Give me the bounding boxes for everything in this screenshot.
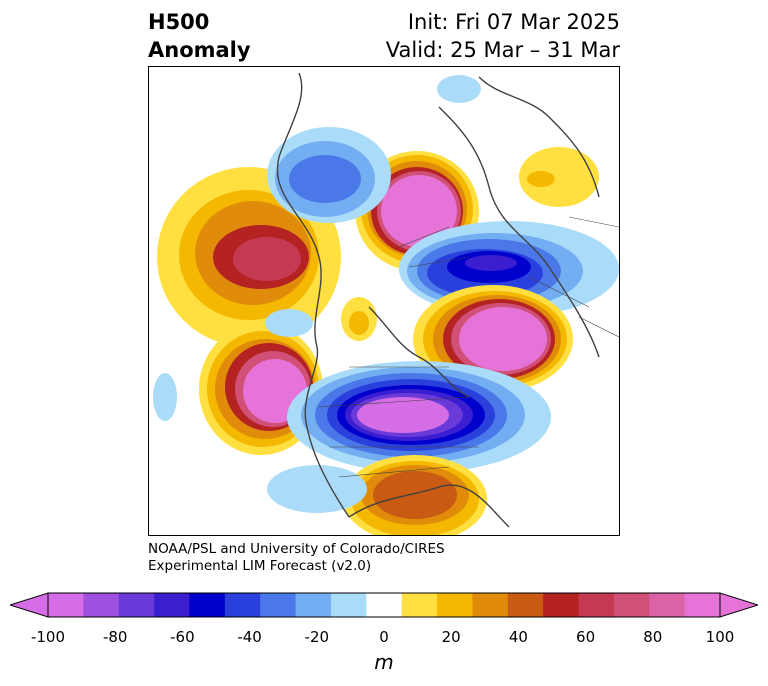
colorbar-tick-label: -60 [170, 628, 195, 646]
title-init: Init: Fri 07 Mar 2025 [407, 10, 620, 34]
colorbar-extend-low [10, 592, 49, 618]
title-type: Anomaly [148, 38, 251, 62]
colorbar-cell [401, 593, 438, 617]
colorbar-cell [543, 593, 580, 617]
colorbar-tick-label: -40 [237, 628, 262, 646]
colorbar-tick-label: -80 [102, 628, 128, 646]
colorbar-cell [578, 593, 615, 617]
positive-anomaly-south [343, 455, 487, 535]
colorbar-cell [154, 593, 190, 617]
map-title-variable: H500 Anomaly [148, 8, 251, 64]
colorbar-tick-label: 100 [705, 628, 735, 646]
colorbar-extend-high [719, 592, 758, 618]
colorbar-tick-label: 20 [441, 628, 461, 646]
colorbar-tick-label: 80 [643, 628, 663, 646]
negative-anomaly-north [267, 127, 391, 223]
credit-line1: NOAA/PSL and University of Colorado/CIRE… [148, 541, 445, 557]
coastlines [276, 72, 600, 528]
title-valid: Valid: 25 Mar – 31 Mar [385, 38, 620, 62]
colorbar-tick-label: 0 [379, 628, 389, 646]
colorbar-cell [295, 593, 332, 617]
colorbar-tick-label: 60 [576, 628, 596, 646]
colorbar-cell [507, 593, 544, 617]
colorbar-cell [366, 593, 403, 617]
colorbar-cell [330, 593, 367, 617]
colorbar-cell [472, 593, 509, 617]
colorbar-cell [224, 593, 261, 617]
anomaly-map [148, 66, 620, 536]
colorbar-cell [613, 593, 650, 617]
positive-anomaly-asia [413, 285, 573, 393]
title-variable: H500 [148, 10, 210, 34]
colorbar-cell [83, 593, 120, 617]
colorbar [10, 592, 758, 618]
positive-anomaly-siberia-core [527, 171, 555, 187]
colorbar-cell [684, 593, 721, 617]
negative-anomaly-edge [153, 373, 177, 421]
colorbar-unit-label: m [374, 650, 394, 674]
negative-anomaly-east-asia [399, 221, 619, 317]
map-title-dates: Init: Fri 07 Mar 2025 Valid: 25 Mar – 31… [386, 8, 620, 64]
negative-anomaly-arctic [437, 75, 481, 103]
positive-anomaly-small-core [349, 311, 369, 335]
colorbar-outline [47, 592, 721, 618]
colorbar-cell [189, 593, 226, 617]
credit-line2: Experimental LIM Forecast (v2.0) [148, 558, 372, 574]
borders [318, 216, 619, 478]
colorbar-cell [437, 593, 473, 617]
credit-text: NOAA/PSL and University of Colorado/CIRE… [148, 541, 445, 575]
negative-anomaly-edge2 [265, 309, 313, 337]
anomaly-map-svg [153, 72, 619, 535]
negative-anomaly-europe [287, 361, 551, 473]
colorbar-cell [48, 593, 84, 617]
colorbar-tick-label: -100 [30, 628, 66, 646]
positive-anomaly-siberia [519, 147, 599, 207]
colorbar-cell [118, 593, 155, 617]
colorbar-cell [260, 593, 297, 617]
colorbar-cell [649, 593, 686, 617]
negative-anomaly-small [267, 465, 367, 513]
colorbar-tick-label: -20 [304, 628, 330, 646]
colorbar-tick-label: 40 [508, 628, 528, 646]
